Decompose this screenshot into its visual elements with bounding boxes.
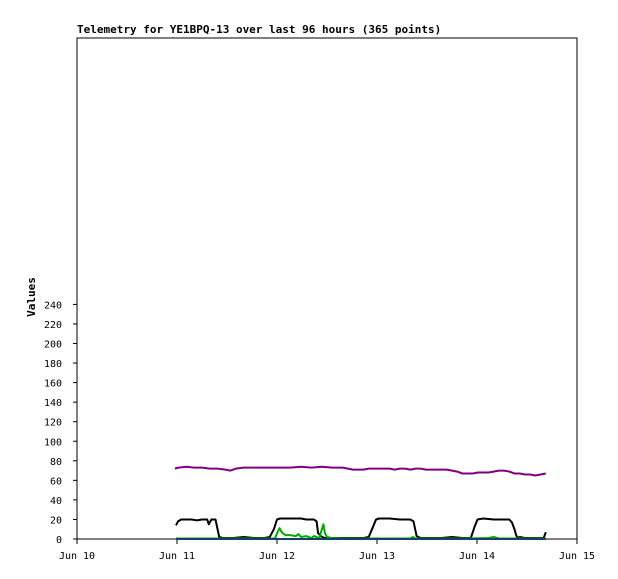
y-tick-label: 180 bbox=[44, 359, 62, 370]
y-tick-label: 80 bbox=[50, 457, 62, 468]
y-tick-label: 0 bbox=[56, 535, 62, 546]
y-tick-label: 220 bbox=[44, 320, 62, 331]
y-tick-label: 100 bbox=[44, 437, 62, 448]
y-tick-label: 60 bbox=[50, 476, 62, 487]
x-tick-label: Jun 12 bbox=[259, 551, 295, 562]
y-tick-label: 120 bbox=[44, 418, 62, 429]
series-line-green bbox=[176, 523, 546, 540]
y-tick-label: 200 bbox=[44, 340, 62, 351]
y-tick-label: 240 bbox=[44, 300, 62, 311]
x-tick-label: Jun 10 bbox=[59, 551, 95, 562]
series-line-black bbox=[175, 517, 547, 539]
y-tick-label: 20 bbox=[50, 515, 62, 526]
y-tick-label: 40 bbox=[50, 496, 62, 507]
x-tick-label: Jun 11 bbox=[159, 551, 195, 562]
chart-title: Telemetry for YE1BPQ-13 over last 96 hou… bbox=[77, 23, 442, 36]
series-line-purple bbox=[174, 465, 546, 477]
y-tick-label: 140 bbox=[44, 398, 62, 409]
y-tick-label: 160 bbox=[44, 379, 62, 390]
x-tick-label: Jun 15 bbox=[559, 551, 595, 562]
x-tick-label: Jun 14 bbox=[459, 551, 495, 562]
x-tick-label: Jun 13 bbox=[359, 551, 395, 562]
